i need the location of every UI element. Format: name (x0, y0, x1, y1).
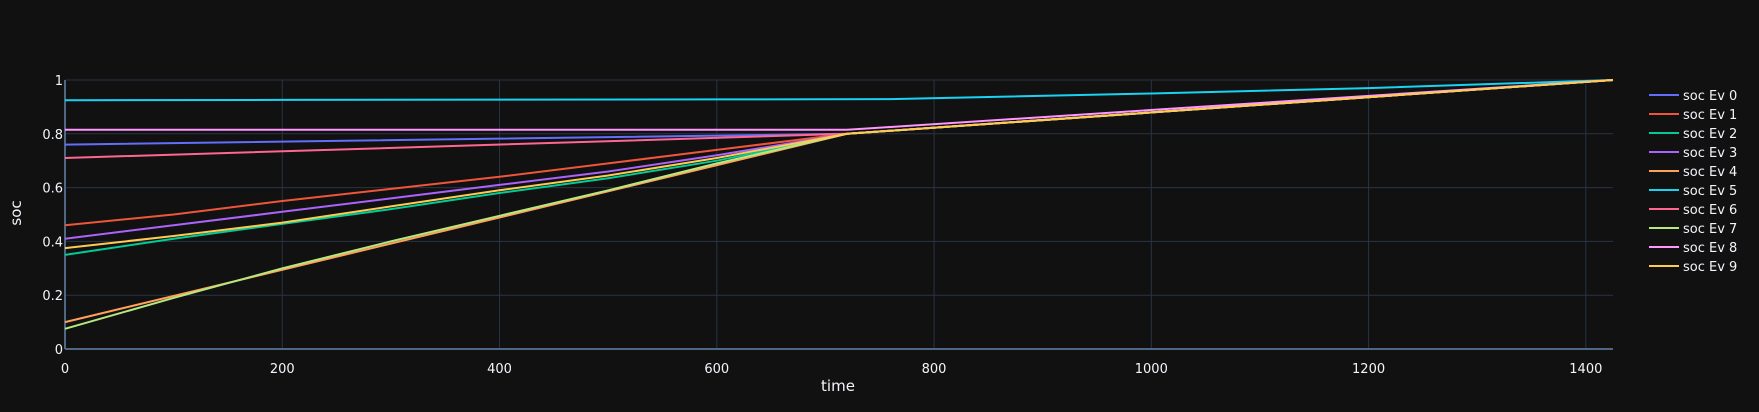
series-line-ev-1 (64, 79, 1614, 227)
legend-item-ev-5[interactable]: soc Ev 5 (1649, 184, 1737, 199)
x-tick-label: 200 (270, 362, 295, 377)
legend-label: soc Ev 4 (1683, 165, 1737, 180)
legend-item-ev-8[interactable]: soc Ev 8 (1649, 241, 1737, 256)
legend-item-ev-7[interactable]: soc Ev 7 (1649, 222, 1737, 237)
y-tick-label: 1 (55, 74, 63, 89)
x-axis-title: time (821, 377, 855, 395)
series-line-ev-7 (64, 79, 1614, 330)
grid (65, 79, 1613, 349)
legend-item-ev-4[interactable]: soc Ev 4 (1649, 165, 1737, 180)
legend-item-ev-6[interactable]: soc Ev 6 (1649, 203, 1737, 218)
y-tick-label: 0.6 (42, 182, 63, 197)
legend-label: soc Ev 6 (1683, 203, 1737, 218)
x-tick-label: 1000 (1135, 362, 1168, 377)
legend-label: soc Ev 8 (1683, 241, 1737, 256)
y-tick-label: 0.2 (42, 289, 63, 304)
tick-labels: 0 200 400 600 800 1000 1200 1400 0 0.2 0.4 0.6 0.8 1 (42, 74, 1602, 377)
x-tick-label: 800 (922, 362, 947, 377)
x-tick-label: 600 (704, 362, 729, 377)
legend-label: soc Ev 0 (1683, 89, 1737, 104)
legend-label: soc Ev 5 (1683, 184, 1737, 199)
y-tick-label: 0.4 (42, 235, 63, 250)
legend-item-ev-0[interactable]: soc Ev 0 (1649, 89, 1737, 104)
series-lines (64, 79, 1614, 330)
legend-item-ev-3[interactable]: soc Ev 3 (1649, 146, 1737, 161)
legend-label: soc Ev 9 (1683, 260, 1737, 275)
legend-item-ev-1[interactable]: soc Ev 1 (1649, 108, 1737, 123)
series-line-ev-8 (65, 79, 1614, 131)
y-tick-label: 0 (55, 343, 63, 358)
series-line-ev-2 (64, 79, 1614, 256)
series-line-ev-9 (64, 79, 1614, 250)
series-line-ev-4 (64, 79, 1614, 324)
legend-label: soc Ev 7 (1683, 222, 1737, 237)
x-tick-label: 1400 (1569, 362, 1602, 377)
y-axis-title: soc (7, 200, 25, 225)
legend-item-ev-9[interactable]: soc Ev 9 (1649, 260, 1737, 275)
series-line-ev-3 (64, 79, 1614, 240)
legend-label: soc Ev 2 (1683, 127, 1737, 142)
legend-item-ev-2[interactable]: soc Ev 2 (1649, 127, 1737, 142)
x-tick-label: 1200 (1352, 362, 1385, 377)
x-tick-label: 0 (61, 362, 69, 377)
axes (64, 80, 1613, 350)
y-tick-label: 0.8 (42, 128, 63, 143)
x-tick-label: 400 (487, 362, 512, 377)
legend[interactable]: soc Ev 0 soc Ev 1 soc Ev 2 soc Ev 3 soc Ev 4… (1649, 89, 1737, 275)
legend-label: soc Ev 1 (1683, 108, 1737, 123)
series-line-ev-6 (64, 79, 1614, 159)
legend-label: soc Ev 3 (1683, 146, 1737, 161)
series-line-ev-5 (64, 79, 1614, 102)
